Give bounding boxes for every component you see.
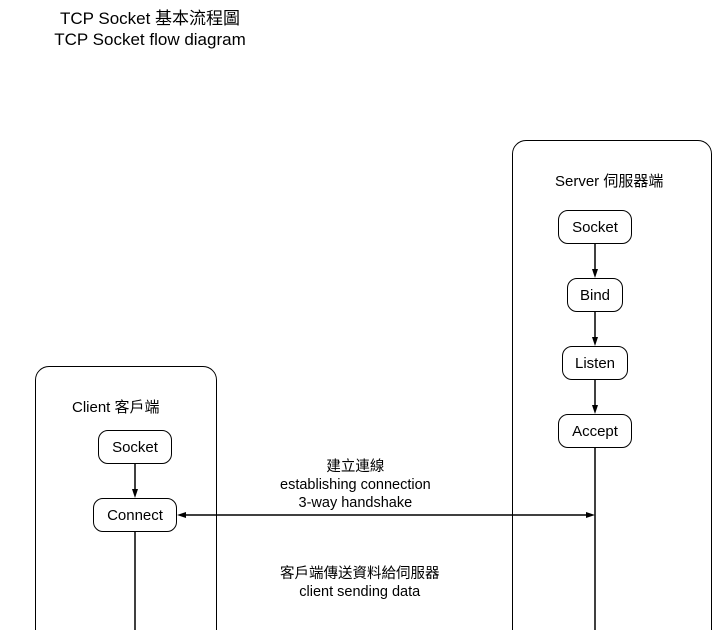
client-panel-label: Client 客戶端 bbox=[72, 396, 160, 417]
edge-label-establish: 建立連線 establishing connection 3-way hands… bbox=[280, 458, 431, 512]
establish-line1: 建立連線 bbox=[280, 458, 431, 476]
edge-label-send: 客戶端傳送資料給伺服器 client sending data bbox=[280, 565, 440, 601]
node-server-socket: Socket bbox=[558, 210, 632, 244]
establish-line2: establishing connection bbox=[280, 476, 431, 494]
node-server-bind: Bind bbox=[567, 278, 623, 312]
diagram-title: TCP Socket 基本流程圖 TCP Socket flow diagram bbox=[50, 8, 250, 51]
send-line1: 客戶端傳送資料給伺服器 bbox=[280, 565, 440, 583]
establish-line3: 3-way handshake bbox=[280, 494, 431, 512]
send-line2: client sending data bbox=[280, 583, 440, 601]
node-server-listen: Listen bbox=[562, 346, 628, 380]
node-server-accept: Accept bbox=[558, 414, 632, 448]
server-panel-label: Server 伺服器端 bbox=[555, 170, 663, 191]
title-line2: TCP Socket flow diagram bbox=[50, 29, 250, 50]
node-client-socket: Socket bbox=[98, 430, 172, 464]
title-line1: TCP Socket 基本流程圖 bbox=[50, 8, 250, 29]
node-client-connect: Connect bbox=[93, 498, 177, 532]
